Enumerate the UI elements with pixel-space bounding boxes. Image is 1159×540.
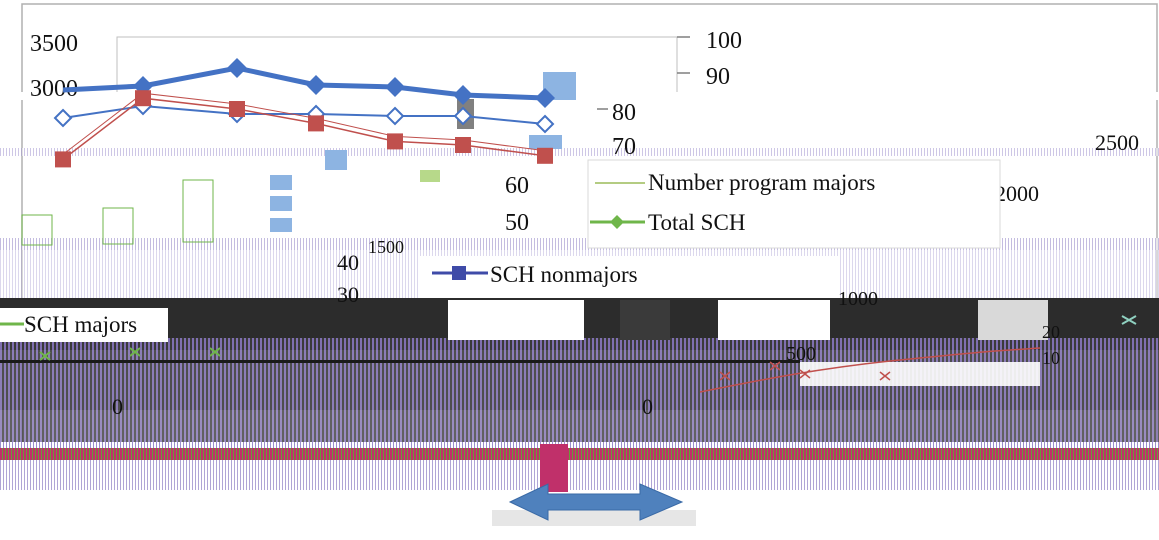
tick-right-50: 50 xyxy=(505,210,529,236)
tick-right-40: 40 xyxy=(337,250,359,275)
tick-left-0: 0 xyxy=(112,394,123,419)
series-layer xyxy=(53,58,555,168)
tick-right-60: 60 xyxy=(505,173,529,199)
tick-small-10: 10 xyxy=(1042,348,1060,368)
cross-markers xyxy=(39,315,1137,361)
legend-label-program-majors: Number program majors xyxy=(648,170,875,195)
legend-label-sch-nonmajors: SCH nonmajors xyxy=(490,262,638,287)
series-sch-nonmajors-point-4 xyxy=(385,77,405,97)
legend-label-total-sch: Total SCH xyxy=(648,210,745,235)
series-program-majors-point-5 xyxy=(455,137,471,153)
series-sch-nonmajors-point-3 xyxy=(306,75,326,95)
tick-right-70: 70 xyxy=(612,134,636,160)
tick-far-right-2500: 2500 xyxy=(1095,130,1139,155)
tick-right-90: 90 xyxy=(706,64,730,90)
series-sch-majors-point-0 xyxy=(53,108,73,128)
tick-left-3500: 3500 xyxy=(30,31,78,57)
series-program-majors-point-6 xyxy=(537,147,553,164)
series-program-majors-point-3 xyxy=(308,115,324,132)
legend-label-sch-majors: SCH majors xyxy=(24,312,137,337)
legend-box-nonmajors xyxy=(420,256,838,298)
tick-far-right-1000: 1000 xyxy=(838,288,878,310)
tick-far-right-1500: 1500 xyxy=(368,237,404,257)
tick-right-30: 30 xyxy=(337,282,359,307)
legend-box-majors xyxy=(0,308,168,342)
tick-small-20: 20 xyxy=(1042,322,1060,342)
tick-labels: 3500 3000 100 90 80 70 60 50 40 30 2500 … xyxy=(30,28,1139,419)
series-sch-nonmajors-point-2 xyxy=(227,58,247,78)
double-arrow-icon xyxy=(492,483,696,526)
cross-markers-red xyxy=(699,347,1041,393)
tick-far-right-0: 0 xyxy=(642,394,653,419)
series-program-majors-point-0 xyxy=(55,151,71,168)
series-program-majors-point-2 xyxy=(229,101,245,117)
tick-right-100: 100 xyxy=(706,28,742,54)
tick-far-right-500: 500 xyxy=(786,343,816,365)
glitch-bands xyxy=(0,92,1159,492)
axis-ticks xyxy=(597,36,690,110)
series-sch-majors-point-5 xyxy=(453,106,473,126)
tick-right-80: 80 xyxy=(612,100,636,126)
series-sch-majors-point-6 xyxy=(535,114,555,134)
series-sch-nonmajors-point-5 xyxy=(453,85,473,105)
legend-box xyxy=(587,159,1001,249)
legend: Number program majors Total SCH SCH nonm… xyxy=(0,159,1001,342)
series-program-majors-point-1 xyxy=(135,90,151,107)
legend-marker-sch-nonmajors xyxy=(452,266,466,280)
series-program-majors-point-4 xyxy=(387,133,403,150)
series-sch-nonmajors-point-6 xyxy=(535,88,555,108)
tick-far-right-2000: 2000 xyxy=(995,181,1039,206)
legend-marker-total-sch xyxy=(610,215,624,229)
series-sch-majors-point-4 xyxy=(385,106,405,126)
